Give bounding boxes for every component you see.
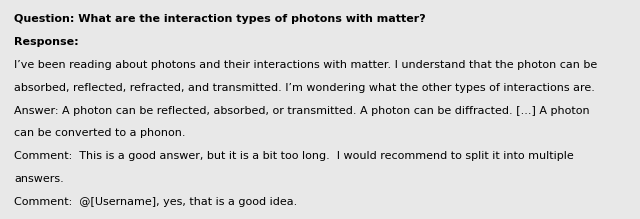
Text: Answer: A photon can be reflected, absorbed, or transmitted. A photon can be dif: Answer: A photon can be reflected, absor… xyxy=(14,106,589,116)
Text: absorbed, reflected, refracted, and transmitted. I’m wondering what the other ty: absorbed, reflected, refracted, and tran… xyxy=(14,83,595,93)
Text: Comment:  This is a good answer, but it is a bit too long.  I would recommend to: Comment: This is a good answer, but it i… xyxy=(14,151,573,161)
Text: Response:: Response: xyxy=(14,37,79,47)
Text: Question: What are the interaction types of photons with matter?: Question: What are the interaction types… xyxy=(14,14,426,24)
Text: Comment:  @[Username], yes, that is a good idea.: Comment: @[Username], yes, that is a goo… xyxy=(14,197,297,207)
Text: answers.: answers. xyxy=(14,174,63,184)
Text: can be converted to a phonon.: can be converted to a phonon. xyxy=(14,129,186,138)
Text: I’ve been reading about photons and their interactions with matter. I understand: I’ve been reading about photons and thei… xyxy=(14,60,597,70)
